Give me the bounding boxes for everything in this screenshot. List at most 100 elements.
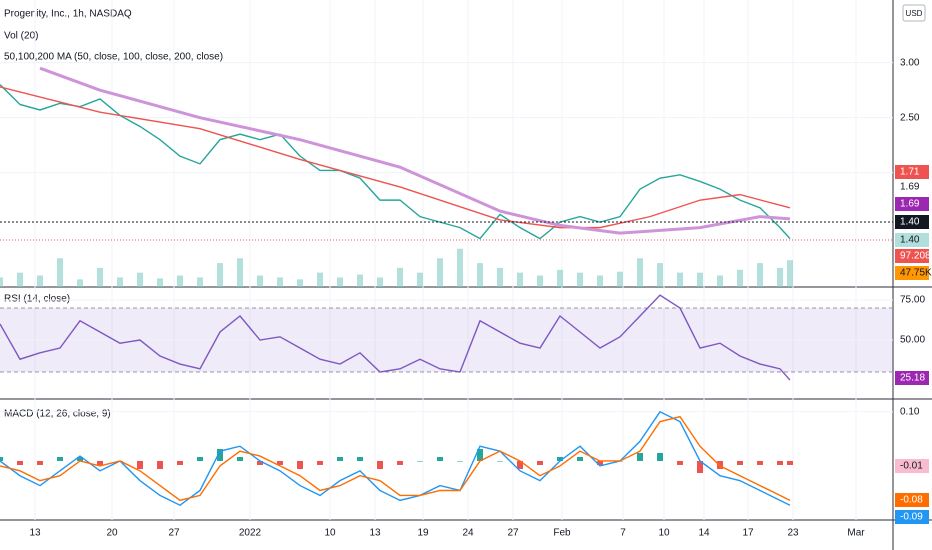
volume-bar xyxy=(297,279,303,287)
volume-bar xyxy=(0,277,3,287)
volume-bar xyxy=(237,258,243,287)
y-tick-label: 2.50 xyxy=(900,112,920,123)
x-tick-label: 17 xyxy=(742,528,754,539)
x-tick-label: 20 xyxy=(106,528,118,539)
volume-bar xyxy=(317,272,323,287)
currency: USD xyxy=(906,9,923,18)
series-line xyxy=(0,415,791,502)
volume-bar xyxy=(617,271,623,287)
macd-histogram-bar xyxy=(697,460,703,473)
macd-histogram-bar xyxy=(737,460,743,465)
macd-histogram-bar xyxy=(757,460,763,465)
volume-bar xyxy=(217,263,223,287)
price-tag xyxy=(895,493,929,507)
macd-histogram-bar xyxy=(597,460,603,465)
macd-histogram-bar xyxy=(97,460,103,465)
series-line xyxy=(0,84,791,240)
macd-histogram-bar xyxy=(397,460,403,465)
price-tag-label: -0.01 xyxy=(900,461,923,472)
macd-histogram-bar xyxy=(517,460,523,469)
price-tag xyxy=(895,233,929,247)
price-tag-label: -0.08 xyxy=(900,495,923,506)
x-tick-label: 2022 xyxy=(239,528,262,539)
y-tick-label: 3.00 xyxy=(900,57,920,68)
macd-histogram-bar xyxy=(457,460,463,462)
macd-histogram-bar xyxy=(497,460,503,462)
volume-bar xyxy=(37,275,43,287)
volume-bar xyxy=(157,278,163,287)
volume-bar xyxy=(97,267,103,287)
volume-bar xyxy=(637,258,643,287)
volume-bar xyxy=(497,267,503,287)
volume-bar xyxy=(657,263,663,287)
price-tag xyxy=(895,510,929,524)
volume-bar xyxy=(787,260,793,287)
volume-bar xyxy=(517,272,523,287)
macd-histogram-bar xyxy=(777,460,783,465)
series-line xyxy=(0,410,791,507)
macd-histogram-bar xyxy=(177,460,183,465)
volume-bar xyxy=(737,269,743,287)
x-tick-label: 14 xyxy=(698,528,710,539)
price-tag-label: -0.09 xyxy=(900,512,923,523)
macd-histogram-bar xyxy=(237,456,243,461)
macd-histogram-bar xyxy=(417,460,423,462)
price-tag xyxy=(895,371,929,385)
x-tick-label: Feb xyxy=(553,528,571,539)
macd-histogram-bar xyxy=(377,460,383,469)
volume-bar xyxy=(577,272,583,287)
macd-label: MACD (12, 26, close, 9) xyxy=(4,409,111,420)
macd-histogram-bar xyxy=(537,460,543,465)
macd-histogram-bar xyxy=(677,460,683,465)
x-tick-label: 13 xyxy=(29,528,41,539)
x-tick-label: 13 xyxy=(369,528,381,539)
volume-bar xyxy=(17,272,23,287)
indicator-label: Vol (20) xyxy=(4,31,38,42)
volume-bar xyxy=(557,269,563,287)
price-tag-label: 1.40 xyxy=(900,217,920,228)
volume-bar xyxy=(377,277,383,287)
volume-bar xyxy=(397,267,403,287)
volume-bar xyxy=(137,272,143,287)
x-tick-label: 19 xyxy=(417,528,429,539)
macd-histogram-bar xyxy=(787,460,793,465)
macd-histogram-bar xyxy=(437,456,443,461)
macd-histogram-bar xyxy=(197,456,203,461)
series-line xyxy=(39,66,791,235)
volume-bar xyxy=(277,277,283,287)
volume-bar xyxy=(757,263,763,287)
x-tick-label: 27 xyxy=(507,528,519,539)
macd-histogram-bar xyxy=(0,456,3,461)
macd-histogram-bar xyxy=(637,452,643,461)
volume-bar xyxy=(117,277,123,287)
macd-histogram-bar xyxy=(137,460,143,469)
rsi-label: RSI (14, close) xyxy=(4,294,70,305)
indicator-label: 50,100,200 MA (50, close, 100, close, 20… xyxy=(4,52,223,63)
volume-bar xyxy=(697,272,703,287)
macd-histogram-bar xyxy=(477,448,483,461)
x-tick-label: 23 xyxy=(787,528,799,539)
volume-bar xyxy=(417,272,423,287)
macd-histogram-bar xyxy=(337,456,343,461)
price-tag xyxy=(895,266,929,280)
macd-histogram-bar xyxy=(57,456,63,461)
macd-histogram-bar xyxy=(17,460,23,465)
macd-histogram-bar xyxy=(357,456,363,461)
series-line xyxy=(0,294,791,381)
price-tag-label: 25.18 xyxy=(900,373,925,384)
macd-histogram-bar xyxy=(557,456,563,461)
price-tag-label: 1.69 xyxy=(900,182,920,193)
price-tag xyxy=(895,249,929,263)
volume-bar xyxy=(77,279,83,287)
currency-box[interactable] xyxy=(902,4,926,22)
volume-bar xyxy=(597,275,603,287)
x-tick-label: 24 xyxy=(462,528,474,539)
macd-histogram-bar xyxy=(297,460,303,469)
price-tag-label: 1.69 xyxy=(900,199,920,210)
x-tick-label: 10 xyxy=(658,528,670,539)
price-tag xyxy=(895,459,929,473)
macd-histogram-bar xyxy=(37,460,43,465)
volume-bar xyxy=(457,248,463,287)
x-tick-label: 10 xyxy=(324,528,336,539)
